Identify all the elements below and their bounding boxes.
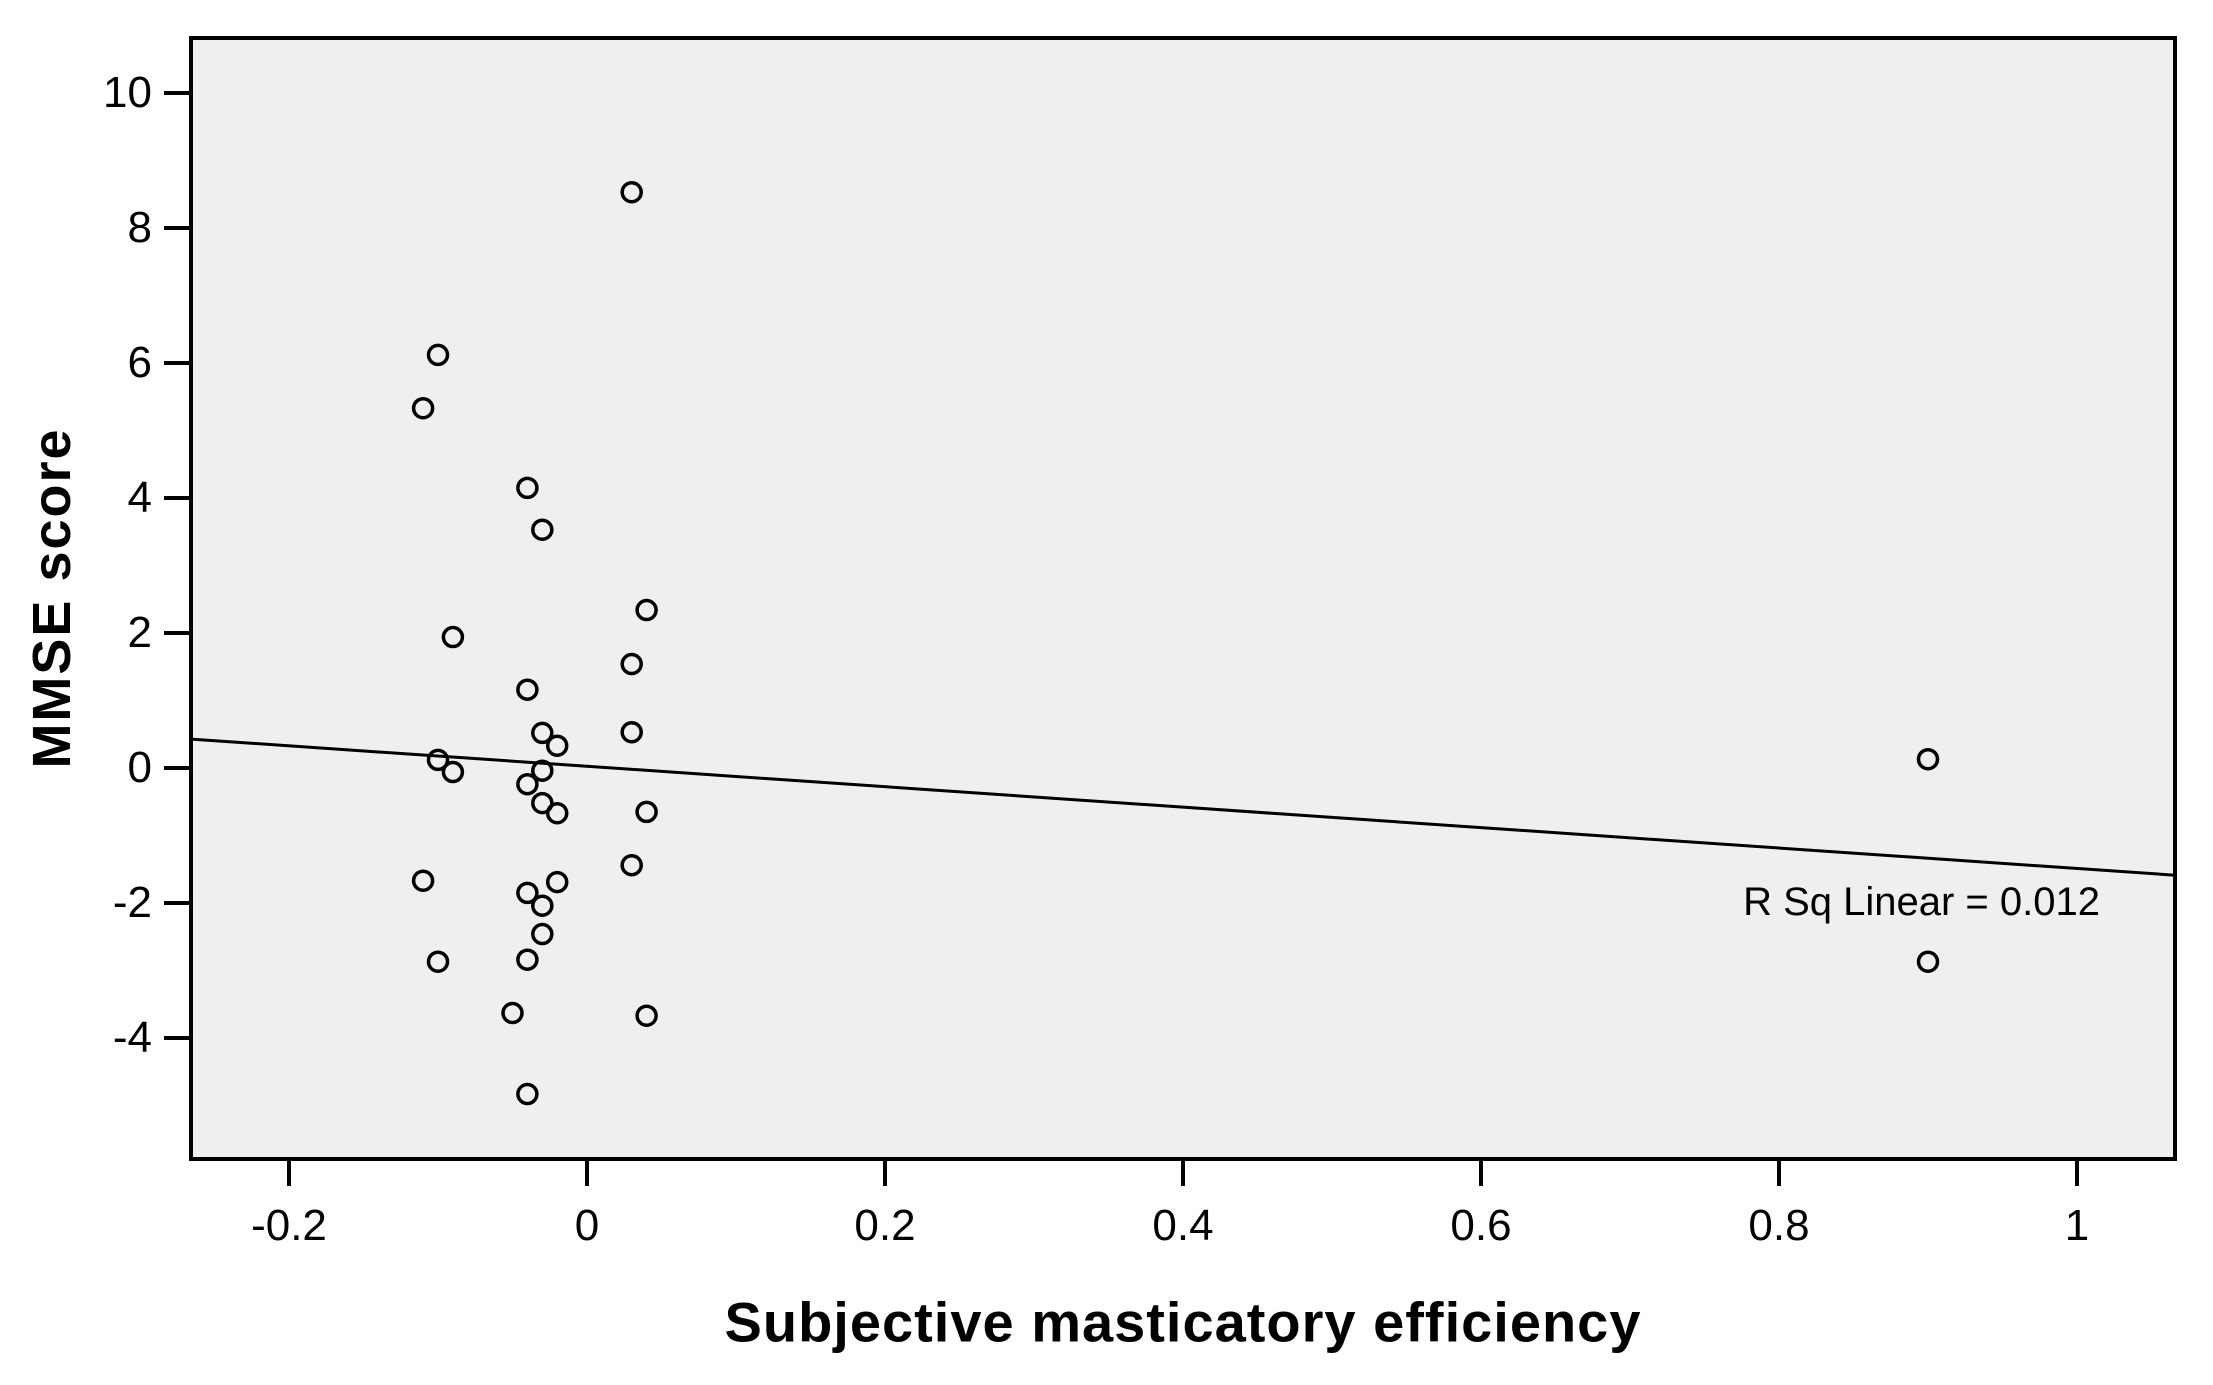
data-point [531,894,554,917]
y-axis-tick-label: 10 [103,68,152,117]
x-axis-tick-label: 0.6 [1450,1201,1512,1250]
data-point [635,1004,658,1027]
y-axis-tick-label: -4 [112,1013,152,1062]
data-point [531,791,554,815]
scatter-layer [189,180,2177,1106]
data-point [426,950,450,973]
data-point [545,801,569,825]
data-point [531,759,554,782]
x-axis-title: Subjective masticatory efficiency [724,1290,1642,1354]
y-axis-tick-label: 2 [127,608,152,657]
data-point [620,853,643,877]
data-point [441,760,465,784]
data-point [516,476,539,500]
x-axis-tick [585,1161,589,1186]
x-axis-tick-label: 0.2 [854,1201,916,1250]
data-point [516,948,539,971]
x-axis-tick-label: 0.8 [1748,1201,1810,1250]
data-point [516,678,539,701]
data-point [411,396,435,420]
data-point [620,652,643,676]
y-axis-tick-label: 8 [127,203,152,252]
x-axis-tick [2075,1161,2079,1186]
r-squared-label: R Sq Linear = 0.012 [1743,880,2100,924]
x-axis-tick [1181,1161,1185,1186]
x-axis-tick [1479,1161,1483,1186]
data-point [441,625,465,649]
y-axis-tick [164,631,189,635]
y-axis-tick [164,91,189,95]
data-point [620,720,643,744]
y-axis-tick-label: -2 [112,878,152,927]
data-point [501,1001,524,1025]
y-axis-tick-label: 4 [127,473,152,522]
y-axis-tick [164,766,189,770]
data-point [411,869,435,892]
data-point [531,518,554,541]
x-axis-tick-label: -0.2 [251,1201,327,1250]
y-axis-tick-label: 6 [127,338,152,387]
x-axis-tick [287,1161,291,1186]
y-axis-tick [164,901,189,905]
data-point [545,734,569,757]
y-axis-tick-label: 0 [127,743,152,792]
regression-line [189,737,2177,877]
x-axis-tick [883,1161,887,1186]
plot-area [189,36,2177,1161]
x-axis-tick-label: 1 [2064,1201,2090,1250]
y-axis-title: MMSE score [22,427,82,769]
y-axis-tick [164,361,189,365]
x-axis-tick-label: 0 [574,1201,600,1250]
data-point [635,598,658,622]
x-axis-tick [1777,1161,1781,1186]
data-point [516,881,539,905]
data-point [531,922,554,946]
data-point [620,180,643,204]
data-point [426,343,450,367]
x-axis-tick-label: 0.4 [1152,1201,1214,1250]
y-axis-tick [164,226,189,230]
data-point [531,721,554,745]
data-point [426,748,450,772]
y-axis-tick [164,496,189,500]
data-point [516,772,539,796]
data-point [1916,950,1940,973]
data-point [635,800,658,824]
data-point [545,870,569,894]
y-axis-tick [164,1036,189,1040]
data-point [516,1082,539,1106]
data-point [1916,747,1940,771]
